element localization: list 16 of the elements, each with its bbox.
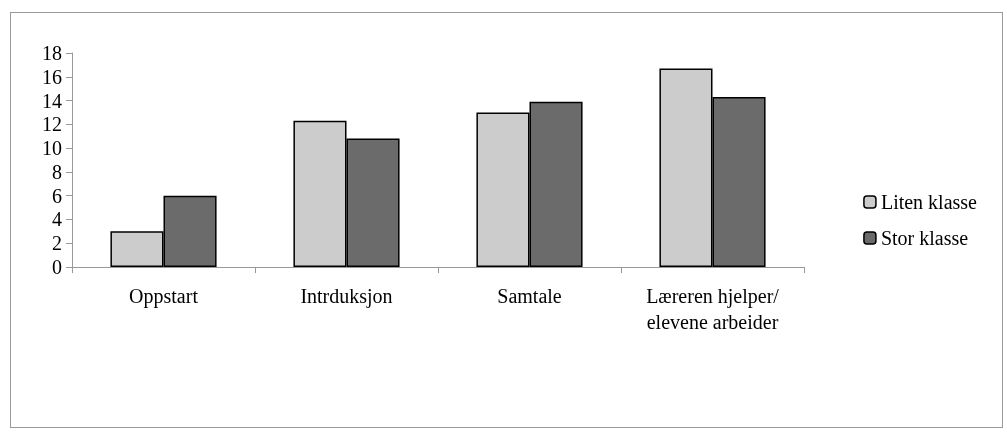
y-tick-label: 14: [42, 89, 62, 112]
y-tick-label: 0: [52, 256, 62, 278]
y-tick-label: 18: [42, 42, 62, 64]
x-tick-label: Samtale: [497, 285, 562, 307]
y-tick-label: 6: [52, 184, 62, 207]
y-tick-label: 4: [52, 208, 62, 231]
y-tick-label: 8: [52, 160, 62, 183]
y-tick-label: 16: [42, 65, 62, 88]
y-tick-label: 10: [42, 137, 62, 160]
legend-label: Liten klasse: [880, 191, 978, 213]
y-tick-label: 2: [52, 232, 62, 255]
legend-label: Stor klasse: [880, 227, 969, 249]
x-tick-label: Intrduksjon: [300, 285, 393, 308]
x-tick-label: Læreren hjelper/ elevene arbeider: [646, 285, 780, 333]
x-tick-label: Oppstart: [129, 285, 199, 308]
y-tick-label: 12: [42, 113, 62, 136]
